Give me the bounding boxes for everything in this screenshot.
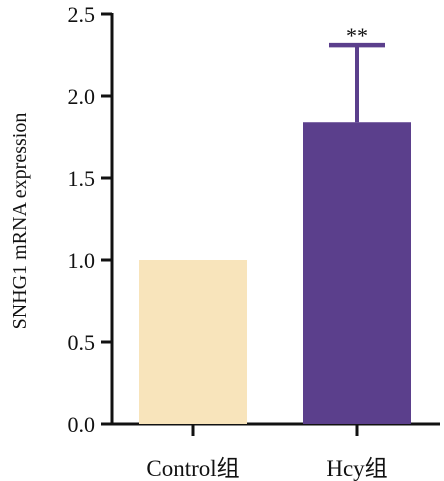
y-tick-label: 2.5	[68, 2, 96, 27]
category-label: Hcy组	[326, 456, 387, 481]
category-label: Control组	[146, 456, 239, 481]
x-axis	[110, 422, 440, 436]
y-axis: 0.0 0.5 1.0 1.5 2.0 2.5	[68, 2, 114, 437]
y-tick-label: 0.5	[68, 330, 96, 355]
bar	[139, 260, 247, 424]
bar	[303, 122, 411, 425]
y-axis-title: SNHG1 mRNA expression	[9, 113, 31, 330]
significance-label: **	[346, 23, 368, 48]
bars	[139, 122, 411, 425]
y-tick-label: 0.0	[68, 412, 96, 437]
y-tick-label: 2.0	[68, 84, 96, 109]
y-tick-label: 1.5	[68, 166, 96, 191]
category-labels: Control组 Hcy组	[146, 456, 387, 481]
error-bars: **	[329, 23, 385, 123]
y-tick-label: 1.0	[68, 248, 96, 273]
